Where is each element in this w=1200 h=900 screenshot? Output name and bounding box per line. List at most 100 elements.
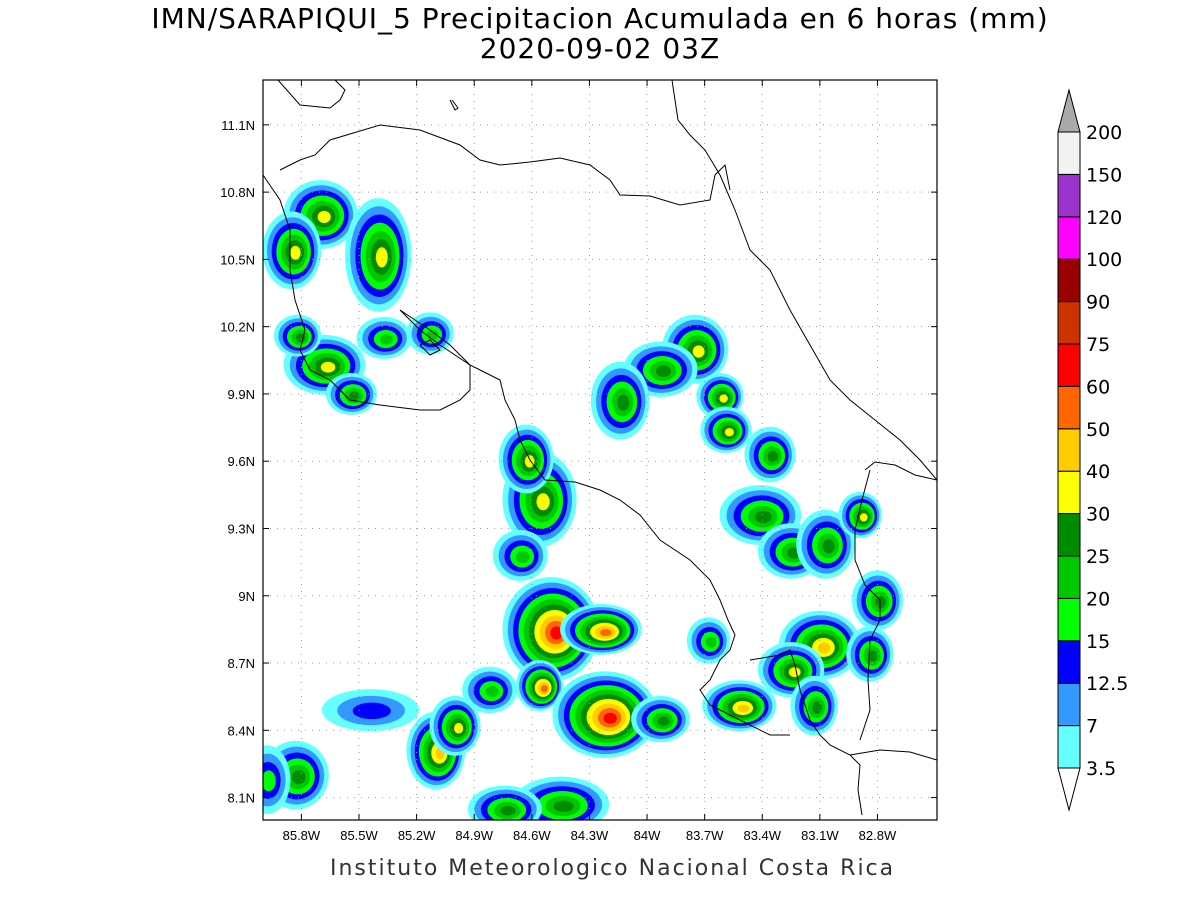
colorbar-label: 100 <box>1086 249 1122 271</box>
colorbar-swatch <box>1057 513 1081 557</box>
colorbar-label: 40 <box>1086 461 1110 483</box>
lon-tick-label: 85.2W <box>398 828 436 843</box>
precip-contour <box>617 394 630 411</box>
precip-contour <box>812 701 822 714</box>
colorbar-label: 3.5 <box>1086 758 1116 780</box>
precip-contour <box>603 712 617 724</box>
coastline <box>279 124 731 206</box>
coastline <box>671 80 937 481</box>
lat-tick-label: 11.1N <box>221 118 255 133</box>
colorbar-swatch <box>1057 301 1081 345</box>
lat-tick-label: 8.4N <box>228 723 255 738</box>
map-frame <box>262 79 938 821</box>
precip-contour <box>724 428 734 437</box>
chart-subtitle: 2020-09-02 03Z <box>479 32 721 65</box>
coastline <box>849 749 937 761</box>
lon-tick-label: 84.6W <box>513 828 551 843</box>
colorbar-label: 30 <box>1086 504 1110 526</box>
coastline <box>419 339 441 356</box>
precip-contour <box>352 702 391 720</box>
colorbar-label: 60 <box>1086 376 1110 398</box>
precip-contour <box>291 770 306 785</box>
colorbar-label: 75 <box>1086 334 1110 356</box>
lat-tick-label: 10.8N <box>220 185 255 200</box>
colorbar-swatch <box>1057 597 1081 642</box>
precip-contour <box>822 539 835 554</box>
precip-contour <box>705 636 717 648</box>
colorbar-swatch <box>1057 725 1081 769</box>
colorbar-label: 120 <box>1086 207 1122 229</box>
lon-tick-label: 83.7W <box>686 828 724 843</box>
colorbar-label: 7 <box>1086 716 1098 738</box>
precip-contour <box>817 642 831 654</box>
lon-tick-label: 85.8W <box>283 828 321 843</box>
colorbar-label: 25 <box>1086 546 1110 568</box>
lat-tick-label: 9.3N <box>228 521 255 536</box>
colorbar-label: 150 <box>1086 164 1122 186</box>
colorbar-label: 12.5 <box>1086 673 1128 695</box>
precip-contour <box>859 513 868 522</box>
precip-contour <box>500 806 516 816</box>
lat-tick-label: 9.9N <box>228 387 255 402</box>
precip-contour <box>692 345 705 358</box>
precip-contour <box>553 800 574 813</box>
precip-contour <box>349 391 360 401</box>
lon-tick-label: 83.4W <box>743 828 781 843</box>
precip-contour <box>320 361 336 373</box>
colorbar-label: 20 <box>1086 588 1110 610</box>
coastline <box>399 309 790 736</box>
lon-tick-label: 82.8W <box>859 828 897 843</box>
lat-tick-label: 8.7N <box>228 656 255 671</box>
precip-contour <box>290 245 301 260</box>
axis-ticks: 85.8W 85.5W 85.2W 84.9W 84.6W 84.3W 84W 83.7W 83… <box>220 80 937 843</box>
lat-tick-label: 9.6N <box>228 454 255 469</box>
precip-contour <box>317 210 331 224</box>
coastline <box>277 80 346 109</box>
lon-tick-label: 84.3W <box>571 828 609 843</box>
precip-contour <box>867 650 878 662</box>
precip-contour <box>767 450 779 463</box>
colorbar-label: 50 <box>1086 419 1110 441</box>
colorbar-over-arrow <box>1057 88 1081 133</box>
colorbar-swatch <box>1057 640 1081 684</box>
grid-lines <box>263 80 937 820</box>
coastline <box>864 461 937 481</box>
colorbar-swatch <box>1057 216 1081 260</box>
precip-contour <box>263 770 276 792</box>
chart-title: IMN/SARAPIQUI_5 Precipitacion Acumulada … <box>151 2 1049 35</box>
precip-contour <box>515 550 530 564</box>
precip-contour <box>541 685 548 693</box>
precip-contour <box>600 629 612 637</box>
colorbar-label: 15 <box>1086 631 1110 653</box>
colorbar-under-arrow <box>1057 767 1081 812</box>
precip-contour <box>737 704 750 713</box>
colorbar-swatch <box>1057 258 1081 303</box>
coastline <box>854 469 881 741</box>
precip-contour <box>454 722 464 734</box>
lat-tick-label: 8.1N <box>228 791 255 806</box>
precip-contour <box>550 626 563 640</box>
colorbar-swatch <box>1057 470 1081 515</box>
precip-contour <box>788 667 801 678</box>
colorbar-label: 200 <box>1086 122 1122 144</box>
lon-tick-label: 84.9W <box>455 828 493 843</box>
precip-contour <box>657 716 670 726</box>
coastlines <box>263 80 937 816</box>
precip-contour <box>485 685 499 698</box>
coastline <box>749 649 863 816</box>
colorbar-swatch <box>1057 428 1081 472</box>
precip-contour <box>655 365 672 377</box>
footer-credit: Instituto Meteorologico Nacional Costa R… <box>330 856 896 881</box>
lat-tick-label: 10.2N <box>220 320 255 335</box>
colorbar-swatch <box>1057 343 1081 387</box>
lon-tick-label: 84W <box>634 828 661 843</box>
colorbar-swatch <box>1057 173 1081 218</box>
precip-contour <box>379 334 394 345</box>
colorbar: 3.5 7 12.5 15 20 25 30 40 50 60 75 90 100 120 150 200 <box>1057 88 1128 812</box>
coastline <box>449 99 459 111</box>
precip-contour <box>754 510 772 524</box>
colorbar-swatch <box>1057 131 1081 175</box>
precip-contour <box>719 394 728 403</box>
lat-tick-label: 10.5N <box>220 252 255 267</box>
